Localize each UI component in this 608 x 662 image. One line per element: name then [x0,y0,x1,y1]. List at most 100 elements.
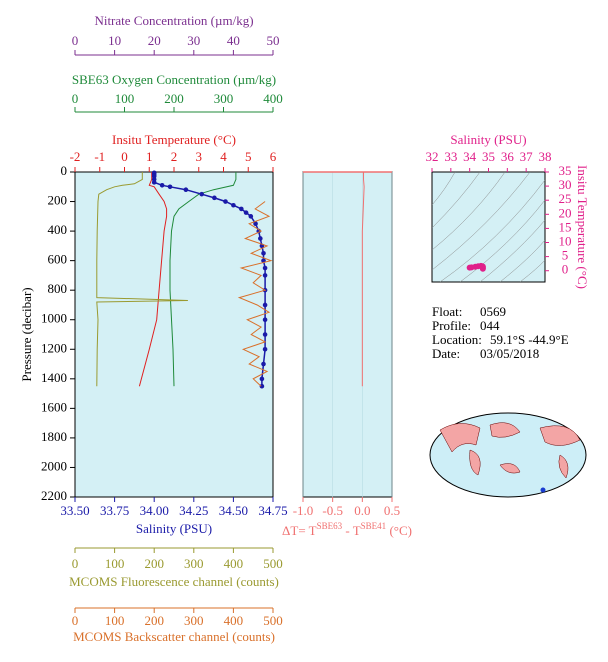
x-axis-title: SBE63 Oxygen Concentration (µm/kg) [72,72,276,87]
x-tick-label: 100 [105,613,125,628]
y-tick-label: 600 [48,252,68,267]
x-tick-label: 400 [224,556,244,571]
x-axis-title-part: (°C) [386,523,412,538]
y-tick-label: 1400 [41,370,67,385]
profile-point [253,221,258,227]
x-tick-label: 5 [245,149,252,164]
profile-point [248,214,254,219]
x-tick-label: 1 [146,149,153,164]
x-axis-title: Nitrate Concentration (µm/kg) [94,13,253,28]
x-axis-title: MCOMS Fluorescence channel (counts) [69,574,279,589]
profile-point [151,180,157,185]
x-tick-label: 0 [72,613,79,628]
profile-point [261,250,266,256]
y-tick-label: 200 [48,193,68,208]
x-tick-label: 34.00 [140,503,169,518]
x-tick-label: 2 [171,149,178,164]
density-contours [431,171,546,283]
x-tick-label: 35 [482,149,495,164]
x-tick-label: 200 [144,613,164,628]
y-tick-label: 10 [559,233,572,248]
profile-panel [74,171,274,498]
x-tick-label: 200 [164,91,184,106]
profile-point [212,195,217,201]
y-tick-label: 2200 [41,488,67,503]
x-axis-title: Insitu Temperature (°C) [112,132,236,147]
x-tick-label: 300 [214,91,234,106]
info-label: Profile: [432,318,471,333]
profile-point [199,191,205,197]
y-tick-label: 35 [559,163,572,178]
profile-point [259,376,265,382]
x-axis-title-part: SBE41 [361,521,387,531]
y-tick-label: 5 [562,248,569,263]
y-tick-label: 0 [562,262,569,277]
x-tick-label: 400 [224,613,244,628]
x-tick-label: 0 [72,91,79,106]
profile-line [169,172,237,387]
x-tick-label: 10 [108,33,121,48]
x-tick-label: 200 [144,556,164,571]
x-tick-label: 36 [501,149,515,164]
diff-panel [302,171,393,498]
x-tick-label: 400 [263,91,283,106]
profile-point [223,199,228,204]
profile-point [159,182,165,188]
x-tick-label: 500 [263,613,283,628]
profile-point [239,206,244,212]
x-tick-label: 33.50 [60,503,89,518]
x-tick-label: 34.25 [179,503,208,518]
x-tick-label: 300 [184,613,204,628]
x-tick-label: -0.5 [322,503,343,518]
x-tick-label: 30 [187,33,200,48]
x-tick-label: 300 [184,556,204,571]
profile-point [262,302,268,308]
x-axis-title: Salinity (PSU) [450,132,526,147]
y-tick-label: 2000 [41,458,67,473]
ts-point [479,265,486,272]
x-tick-label: 0 [72,33,79,48]
x-axis-title: MCOMS Backscatter channel (counts) [73,629,275,644]
x-axis-title: Salinity (PSU) [136,521,212,536]
x-tick-label: 0.0 [354,503,370,518]
y-tick-label: 1000 [41,311,67,326]
x-tick-label: 100 [105,556,125,571]
x-tick-label: 6 [270,149,277,164]
world-map [429,412,587,498]
x-tick-label: -1.0 [293,503,314,518]
y-tick-label: 400 [48,222,68,237]
info-value: 044 [480,318,500,333]
profile-point [243,210,249,215]
info-value: 59.1°S -44.9°E [490,332,569,347]
x-tick-label: 33 [444,149,457,164]
x-tick-label: 0.5 [384,503,400,518]
info-value: 0569 [480,304,506,319]
info-label: Date: [432,346,460,361]
x-tick-label: 34.50 [219,503,248,518]
y-tick-label: 20 [559,205,572,220]
profile-point [262,332,268,337]
x-tick-label: 20 [148,33,161,48]
y-tick-label: 1800 [41,429,67,444]
profile-line [96,172,188,387]
info-label: Float: [432,304,462,319]
x-tick-label: 4 [220,149,227,164]
x-tick-label: 50 [267,33,280,48]
x-tick-label: -1 [94,149,105,164]
info-value: 03/05/2018 [480,346,539,361]
x-tick-label: -2 [70,149,81,164]
x-tick-label: 38 [539,149,552,164]
x-axis-title-part: - T [342,523,361,538]
info-label: Location: [432,332,482,347]
profile-line [138,172,168,387]
x-tick-label: 500 [263,556,283,571]
y-axis-title: Insitu Temperature (°C) [575,165,590,289]
x-tick-label: 40 [227,33,240,48]
y-tick-label: 15 [559,219,572,234]
x-axis-title-part: ΔT= T [282,523,317,538]
diff-line [361,172,365,387]
profile-line [237,201,273,387]
profile-point [167,184,173,190]
